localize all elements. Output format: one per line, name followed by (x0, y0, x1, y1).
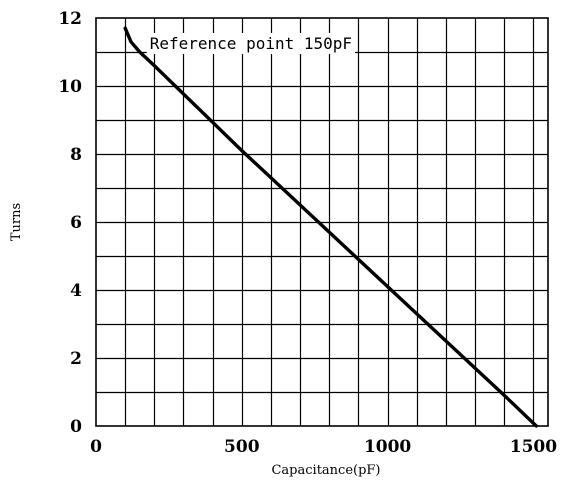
x-tick-labels: 0 500 1000 1500 (90, 437, 557, 457)
x-tick-label: 0 (90, 437, 102, 457)
y-tick-label: 6 (70, 213, 82, 233)
x-tick-label: 1000 (364, 437, 411, 457)
y-tick-label: 2 (70, 349, 82, 369)
plot-border (95, 17, 549, 427)
x-tick-label: 500 (224, 437, 260, 457)
y-tick-label: 0 (70, 417, 82, 437)
reference-point-annotation: Reference point 150pF (150, 34, 352, 53)
series-line-0 (123, 26, 538, 428)
plot-frame (95, 17, 549, 427)
y-tick-label: 12 (58, 9, 82, 29)
x-axis-label: Capacitance(pF) (271, 463, 380, 478)
y-tick-label: 4 (70, 281, 82, 301)
y-tick-labels: 0 2 4 6 8 10 12 (58, 9, 82, 437)
annotation-background (146, 33, 356, 54)
y-tick-label: 10 (58, 77, 82, 97)
y-axis-label: Turns (9, 203, 24, 241)
series-layer (123, 26, 538, 428)
x-tick-label: 1500 (510, 437, 557, 457)
grid (96, 18, 548, 426)
y-tick-label: 8 (70, 145, 82, 165)
annotation-layer: Reference point 150pF (146, 33, 356, 54)
